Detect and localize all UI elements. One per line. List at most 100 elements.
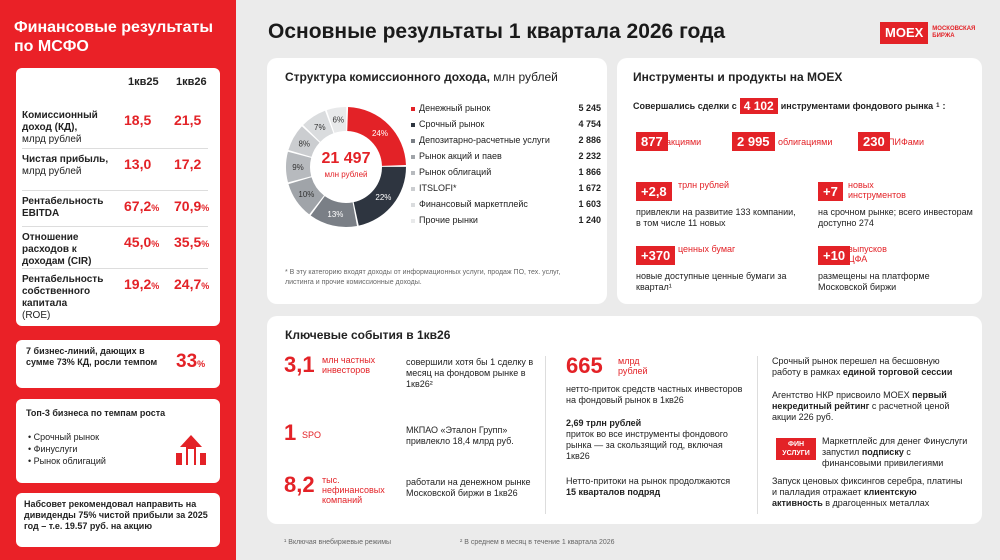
legend-label: Финансовый маркетплейс <box>419 199 528 209</box>
legend-value: 5 245 <box>578 103 601 113</box>
legend-swatch <box>411 107 415 111</box>
legend-label: Срочный рынок <box>419 119 485 129</box>
annual-inflow-value: 2,69 трлн рублей <box>566 418 642 428</box>
inflow-streak-text: Нетто-притоки на рынок продолжаются <box>566 476 731 486</box>
legend-item: Срочный рынок 4 754 <box>411 119 601 133</box>
col-header-1kv26: 1кв26 <box>176 76 207 88</box>
instrument-stat-unit: выпусков ЦФА <box>848 244 887 264</box>
event-right-text: Маркетплейс для денег Финуслуги запустил… <box>822 436 968 468</box>
legend-item: Рынок акций и паев 2 232 <box>411 151 601 165</box>
legend-value: 1 240 <box>578 215 601 225</box>
row-divider <box>22 190 208 191</box>
legend-value: 4 754 <box>578 119 601 129</box>
donut-slice <box>326 107 347 133</box>
deals-count-badge: 4 102 <box>739 98 778 114</box>
instrument-stat-badge: +10 <box>818 246 851 265</box>
row-divider <box>22 226 208 227</box>
moex-logo: MOEX МОСКОВСКАЯ БИРЖА <box>880 22 975 44</box>
inflow-text: нетто-приток средств частных инвесторов … <box>566 384 743 405</box>
instrument-stat-text: на срочном рынке; всего инвесторам досту… <box>818 207 973 228</box>
donut-total: 21 497 <box>321 150 371 167</box>
logo-mark: MOEX <box>880 22 929 44</box>
biz-lines-value: 33% <box>176 351 205 373</box>
slice-percent-label: 22% <box>375 193 391 202</box>
instrument-stat-text: привлекли на развитие 133 компании, в то… <box>636 207 796 228</box>
metric-label: Чистая прибыль, млрд рублей <box>22 154 109 177</box>
footnote-1: ¹ Включая внебиржевые режимы <box>284 539 392 546</box>
metric-value-1kv26: 35,5% <box>174 234 210 250</box>
top3-card: Топ-3 бизнеса по темпам роста • Срочный … <box>16 399 220 483</box>
slice-percent-label: 8% <box>298 139 310 148</box>
inflow-unit: млрд рублей <box>618 356 648 376</box>
legend-label: Рынок акций и паев <box>419 151 502 161</box>
metric-value-1kv26: 21,5 <box>174 112 202 128</box>
metric-value-1kv25: 19,2% <box>124 276 160 292</box>
slice-percent-label: 24% <box>372 129 388 138</box>
instrument-count-label: ПИФами <box>888 137 924 147</box>
legend-item: Прочие рынки 1 240 <box>411 215 601 229</box>
instruments-card: Инструменты и продукты на MOEX Совершали… <box>617 58 982 304</box>
events-title: Ключевые события в 1кв26 <box>285 328 451 342</box>
top3-item: • Рынок облигаций <box>28 456 106 466</box>
instrument-stat-unit: трлн рублей <box>678 180 730 190</box>
legend-swatch <box>411 155 415 159</box>
row-divider <box>22 268 208 269</box>
legend-value: 1 672 <box>578 183 601 193</box>
instrument-count-badge: 877 <box>636 132 668 151</box>
dividend-text: Набсовет рекомендовал направить на дивид… <box>24 499 208 531</box>
page-title: Основные результаты 1 квартала 2026 года <box>268 20 726 43</box>
events-card: Ключевые события в 1кв26 <box>267 316 982 524</box>
metric-value-1kv25: 13,0 <box>124 156 152 172</box>
donut-slice <box>303 110 334 142</box>
instrument-count-label: акциями <box>666 137 702 147</box>
biz-lines-suffix: % <box>197 359 206 369</box>
event-text: совершили хотя бы 1 сделку в месяц на фо… <box>406 357 534 389</box>
logo-caption: МОСКОВСКАЯ БИРЖА <box>932 26 976 39</box>
metric-label: Рентабельность собственного капитала (ROE… <box>22 274 104 321</box>
commission-donut-chart: 24% 22% 13% 10% 9% 8% 7% 6% <box>286 107 406 227</box>
legend-swatch <box>411 187 415 191</box>
donut-slice <box>286 151 312 183</box>
instrument-count-badge: 2 995 <box>732 132 775 151</box>
legend-value: 1 866 <box>578 167 601 177</box>
slice-percent-label: 9% <box>292 163 304 172</box>
donut-slice <box>310 196 357 227</box>
event-right-text: Запуск ценовых фиксингов серебра, платин… <box>772 476 963 508</box>
divider <box>757 356 758 514</box>
legend-item: Финансовый маркетплейс 1 603 <box>411 199 601 213</box>
slice-percent-label: 13% <box>327 210 343 219</box>
metric-value-1kv25: 67,2% <box>124 198 160 214</box>
legend-item: Депозитарно-расчетные услуги 2 886 <box>411 135 601 149</box>
event-value: 1 <box>284 420 297 445</box>
event-unit: SPO <box>302 430 322 440</box>
metric-label: Отношение расходов к доходам (CIR) <box>22 232 92 267</box>
sidebar-title: Финансовые результаты по МСФО <box>14 19 213 55</box>
metric-value-1kv26: 70,9% <box>174 198 210 214</box>
slice-percent-label: 10% <box>298 190 314 199</box>
event-value: 8,2 <box>284 472 315 497</box>
instrument-stat-text: размещены на платформе Московской биржи <box>818 271 930 292</box>
legend-swatch <box>411 123 415 127</box>
commission-footnote: * В эту категорию входят доходы от инфор… <box>285 269 561 286</box>
legend-item: Денежный рынок 5 245 <box>411 103 601 117</box>
annual-inflow-text: приток во все инструменты фондового рынк… <box>566 429 728 461</box>
biz-lines-card: 7 бизнес-линий, дающих в сумме 73% КД, р… <box>16 340 220 388</box>
event-unit: млн частных инвесторов <box>322 355 376 375</box>
deals-line: Совершались сделки с 4 102 инструментами… <box>633 98 946 114</box>
legend-label: Депозитарно-расчетные услуги <box>419 135 550 145</box>
legend-label: Денежный рынок <box>419 103 491 113</box>
event-unit: тыс. нефинансовых компаний <box>322 475 385 505</box>
instrument-stat-unit: новых инструментов <box>848 180 906 200</box>
col-header-1kv25: 1кв25 <box>128 76 159 88</box>
row-divider <box>22 148 208 149</box>
instrument-stat-text: новые доступные ценные бумаги за квартал… <box>636 271 787 292</box>
instrument-stat-badge: +370 <box>636 246 676 265</box>
finuslugi-icon: ФИН УСЛУГИ <box>776 438 816 460</box>
biz-lines-number: 33 <box>176 351 198 372</box>
top3-title: Топ-3 бизнеса по темпам роста <box>26 408 166 418</box>
metric-value-1kv26: 24,7% <box>174 276 210 292</box>
event-right-text: Срочный рынок перешел на бесшовную работ… <box>772 356 953 377</box>
metric-value-1kv25: 45,0% <box>124 234 160 250</box>
instrument-stat-unit: ценных бумаг <box>678 244 736 254</box>
inflow-streak-bold: 15 кварталов подряд <box>566 487 661 497</box>
